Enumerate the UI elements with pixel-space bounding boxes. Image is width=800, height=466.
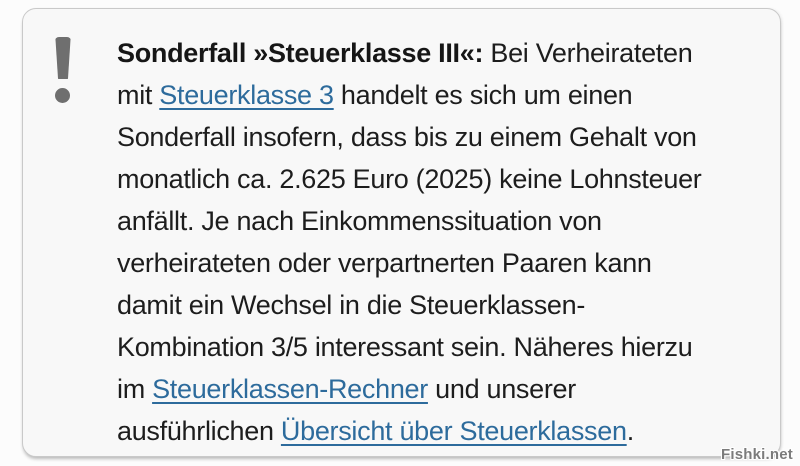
text-segment: ausführlichen	[117, 416, 281, 446]
text-line: im Steuerklassen-Rechner und unserer	[117, 368, 756, 410]
text-line: Sonderfall »Steuerklasse III«: Bei Verhe…	[117, 32, 756, 74]
callout-text: Sonderfall »Steuerklasse III«: Bei Verhe…	[117, 32, 756, 446]
text-line: mit Steuerklasse 3 handelt es sich um ei…	[117, 74, 756, 116]
callout-heading: Sonderfall »Steuerklasse III«:	[117, 38, 484, 68]
text-line: damit ein Wechsel in die Steuerklassen-	[117, 284, 756, 326]
text-line: Sonderfall insofern, dass bis zu einem G…	[117, 116, 756, 158]
text-segment: Sonderfall insofern, dass bis zu einem G…	[117, 122, 697, 152]
text-segment: und unserer	[427, 374, 576, 404]
text-segment: Bei Verheirateten	[483, 38, 693, 68]
exclamation-bar	[55, 37, 71, 79]
steuerklassen-rechner-link[interactable]: Steuerklassen-Rechner	[152, 374, 428, 404]
uebersicht-steuerklassen-link[interactable]: Übersicht über Steuerklassen	[280, 416, 627, 446]
watermark: Fishki.net	[720, 446, 793, 463]
text-line: verheirateten oder verpartnerten Paaren …	[117, 242, 756, 284]
text-line: monatlich ca. 2.625 Euro (2025) keine Lo…	[117, 158, 756, 200]
steuerklasse-3-link[interactable]: Steuerklasse 3	[159, 80, 334, 110]
text-segment: handelt es sich um einen	[333, 80, 633, 110]
text-segment: Kombination 3/5 interessant sein. Nähere…	[117, 332, 693, 362]
info-callout: Sonderfall »Steuerklasse III«: Bei Verhe…	[22, 8, 781, 457]
text-segment: damit ein Wechsel in die Steuerklassen-	[117, 290, 586, 320]
text-segment: monatlich ca. 2.625 Euro (2025) keine Lo…	[117, 164, 702, 194]
text-segment: anfällt. Je nach Einkommenssituation von	[117, 206, 602, 236]
text-segment: .	[626, 416, 635, 446]
text-line: Kombination 3/5 interessant sein. Nähere…	[117, 326, 756, 368]
exclamation-dot	[55, 88, 70, 103]
text-segment: verheirateten oder verpartnerten Paaren …	[117, 248, 652, 278]
text-line: ausführlichen Übersicht über Steuerklass…	[117, 410, 756, 452]
text-segment: im	[117, 374, 153, 404]
text-line: anfällt. Je nach Einkommenssituation von	[117, 200, 756, 242]
exclamation-icon	[55, 32, 117, 442]
text-segment: mit	[117, 80, 160, 110]
